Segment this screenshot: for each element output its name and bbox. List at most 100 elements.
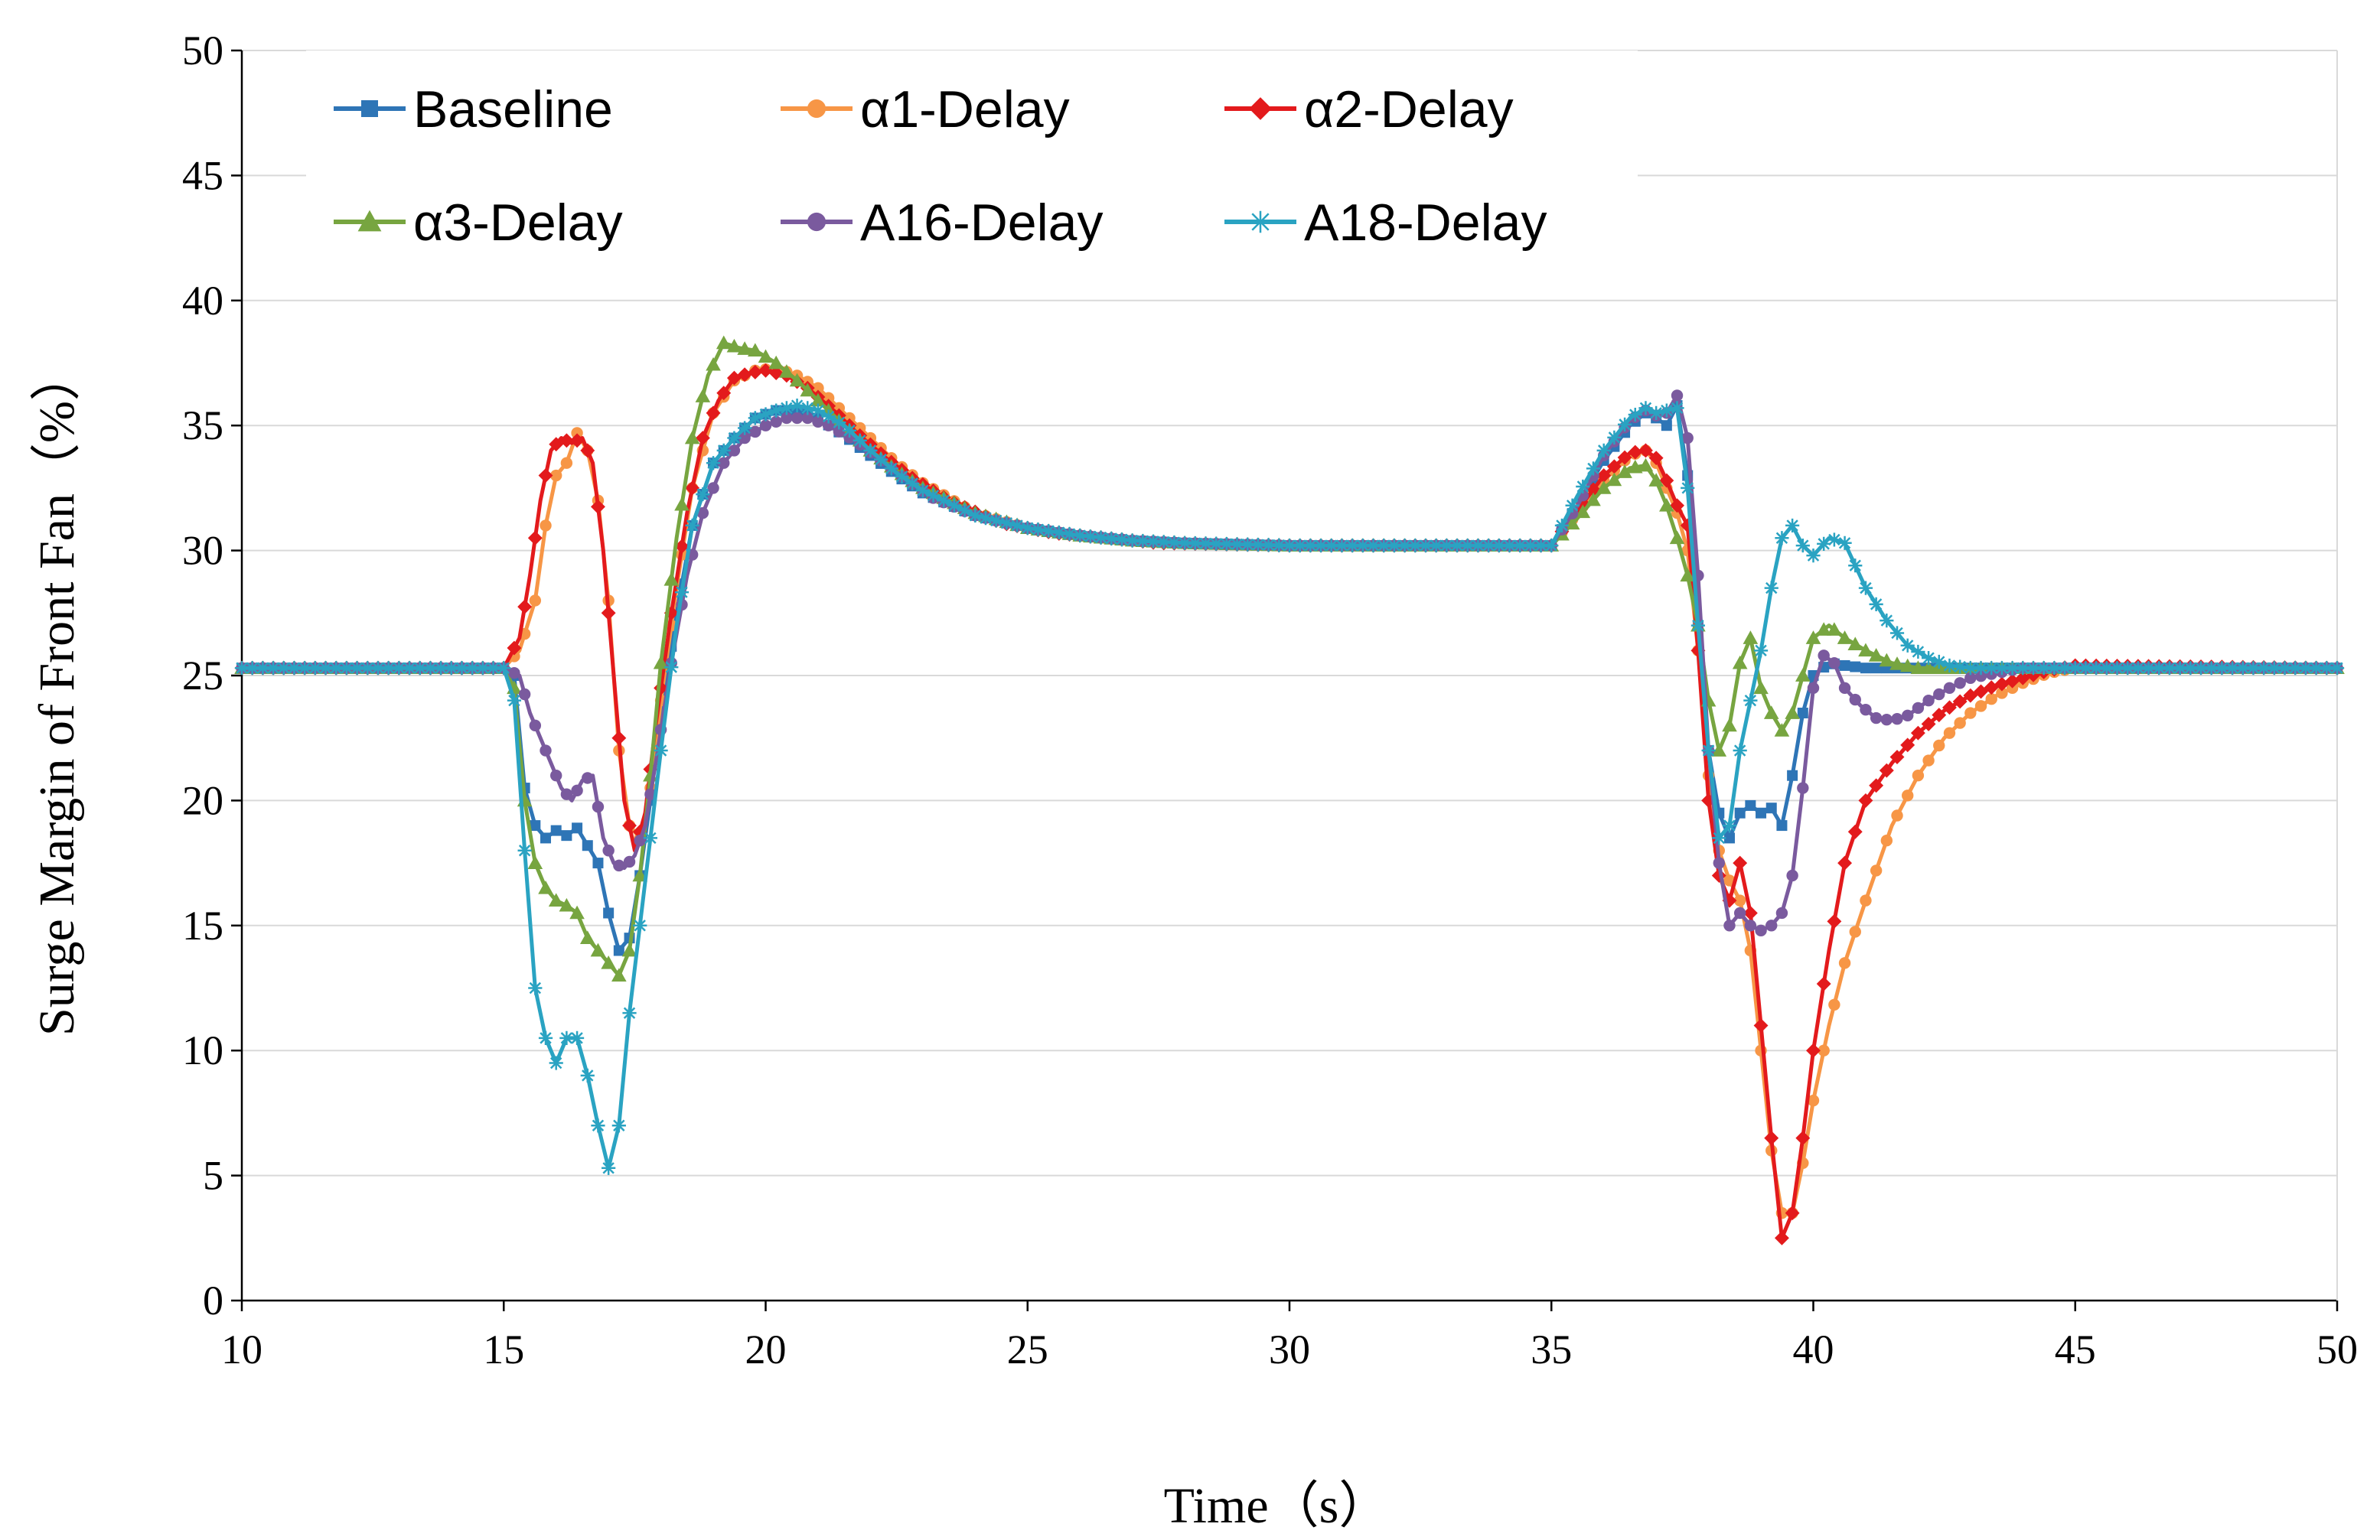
data-point-marker [1879, 653, 1895, 667]
data-point-marker [1690, 643, 1706, 658]
data-point-marker [559, 433, 574, 448]
series-5 [234, 398, 2345, 1175]
data-point-marker [1659, 403, 1674, 418]
legend: Baseline α1-Delay α2-Delay α3-Delay A16-Dela… [306, 50, 1638, 280]
data-point-marker [1722, 893, 1737, 908]
data-point-marker [508, 667, 520, 679]
data-point-marker [1933, 739, 1945, 752]
data-point-marker [548, 893, 564, 907]
data-point-marker [2193, 661, 2209, 676]
data-point-marker [2089, 661, 2104, 676]
data-point-marker [749, 425, 761, 438]
data-point-marker [1795, 1131, 1811, 1146]
data-point-marker [602, 845, 615, 857]
data-point-marker [592, 858, 604, 869]
data-point-marker [781, 412, 793, 425]
data-point-marker [1964, 672, 1977, 684]
data-point-marker [1807, 682, 1820, 695]
data-point-marker [1355, 538, 1370, 553]
data-point-marker [738, 431, 751, 444]
data-point-marker [1902, 790, 1914, 802]
data-point-marker [571, 427, 583, 439]
data-point-marker [706, 405, 721, 421]
legend-marker [361, 100, 378, 117]
data-point-marker [518, 688, 531, 701]
data-point-marker [674, 584, 690, 600]
data-point-marker [1031, 523, 1045, 537]
data-point-marker [726, 370, 742, 386]
data-point-marker [350, 661, 364, 676]
data-point-marker [582, 840, 593, 851]
data-point-marker [561, 830, 572, 842]
data-point-marker [1974, 700, 1987, 712]
data-point-marker [1806, 549, 1821, 563]
data-point-marker [1523, 538, 1537, 553]
data-point-marker [737, 341, 752, 355]
legend-label: A18-Delay [1304, 194, 1547, 252]
data-point-marker [1952, 694, 1968, 709]
data-point-marker [1994, 661, 2010, 676]
data-point-marker [1188, 536, 1202, 551]
data-point-marker [1858, 793, 1873, 808]
data-point-marker [1774, 723, 1790, 737]
data-point-marker [2131, 661, 2145, 676]
data-point-marker [905, 476, 920, 491]
data-point-marker [1638, 457, 1654, 472]
data-point-marker [1787, 770, 1798, 781]
data-point-marker [1850, 661, 1861, 672]
data-point-marker [822, 419, 835, 431]
data-point-marker [1847, 637, 1863, 650]
y-axis-title: Surge Margin of Front Fan（%） [29, 350, 85, 1036]
data-point-marker [1659, 473, 1674, 488]
data-point-marker [643, 831, 658, 845]
data-point-marker [1104, 531, 1119, 546]
data-point-marker [1408, 538, 1423, 553]
data-point-marker [1764, 581, 1778, 595]
data-point-marker [1912, 770, 1925, 782]
data-point-marker [1492, 538, 1506, 553]
data-point-marker [684, 430, 700, 444]
data-point-marker [540, 744, 552, 757]
data-point-marker [1775, 531, 1789, 545]
data-point-marker [926, 488, 941, 503]
data-point-marker [1891, 712, 1903, 725]
data-point-marker [1051, 525, 1066, 540]
data-point-marker [1785, 1206, 1800, 1221]
data-point-marker [695, 389, 711, 402]
data-point-marker [1775, 907, 1788, 920]
data-point-marker [1596, 468, 1612, 483]
legend-label: α3-Delay [413, 194, 623, 252]
data-point-marker [1745, 799, 1756, 811]
data-point-marker [402, 661, 417, 676]
data-point-marker [360, 661, 375, 676]
data-point-marker [339, 661, 354, 676]
data-point-marker [1837, 630, 1853, 644]
data-point-marker [728, 444, 741, 457]
data-point-marker [622, 1006, 637, 1021]
data-point-marker [527, 530, 543, 545]
data-point-marker [1891, 809, 1903, 822]
data-point-marker [937, 493, 951, 508]
data-point-marker [1439, 538, 1454, 553]
data-point-marker [1617, 450, 1632, 465]
data-point-marker [1713, 857, 1725, 869]
data-point-marker [1125, 533, 1139, 548]
data-point-marker [475, 661, 490, 676]
data-point-marker [423, 661, 438, 676]
data-point-marker [2099, 661, 2114, 676]
data-point-marker [769, 403, 784, 418]
data-point-marker [1858, 581, 1873, 595]
data-point-marker [1669, 530, 1685, 545]
data-point-marker [560, 788, 573, 800]
data-point-marker [2183, 661, 2198, 676]
data-point-marker [329, 661, 344, 676]
data-point-marker [1670, 401, 1684, 415]
data-point-marker [1136, 534, 1150, 549]
data-point-marker [2173, 661, 2187, 676]
data-point-marker [2152, 661, 2166, 676]
data-point-marker [759, 419, 772, 431]
y-tick-label: 40 [182, 278, 223, 324]
data-point-marker [582, 772, 594, 784]
legend-label: α2-Delay [1304, 80, 1514, 138]
data-point-marker [601, 956, 616, 969]
